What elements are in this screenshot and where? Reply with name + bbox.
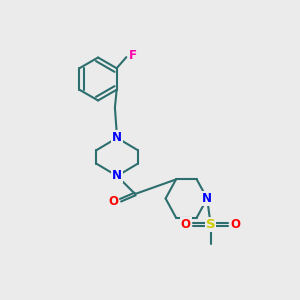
Text: N: N: [202, 192, 212, 205]
Text: O: O: [181, 218, 191, 231]
Text: S: S: [206, 218, 215, 231]
Text: O: O: [231, 218, 241, 231]
Text: O: O: [108, 196, 118, 208]
Text: N: N: [112, 131, 122, 144]
Text: N: N: [112, 169, 122, 182]
Text: F: F: [129, 49, 136, 62]
